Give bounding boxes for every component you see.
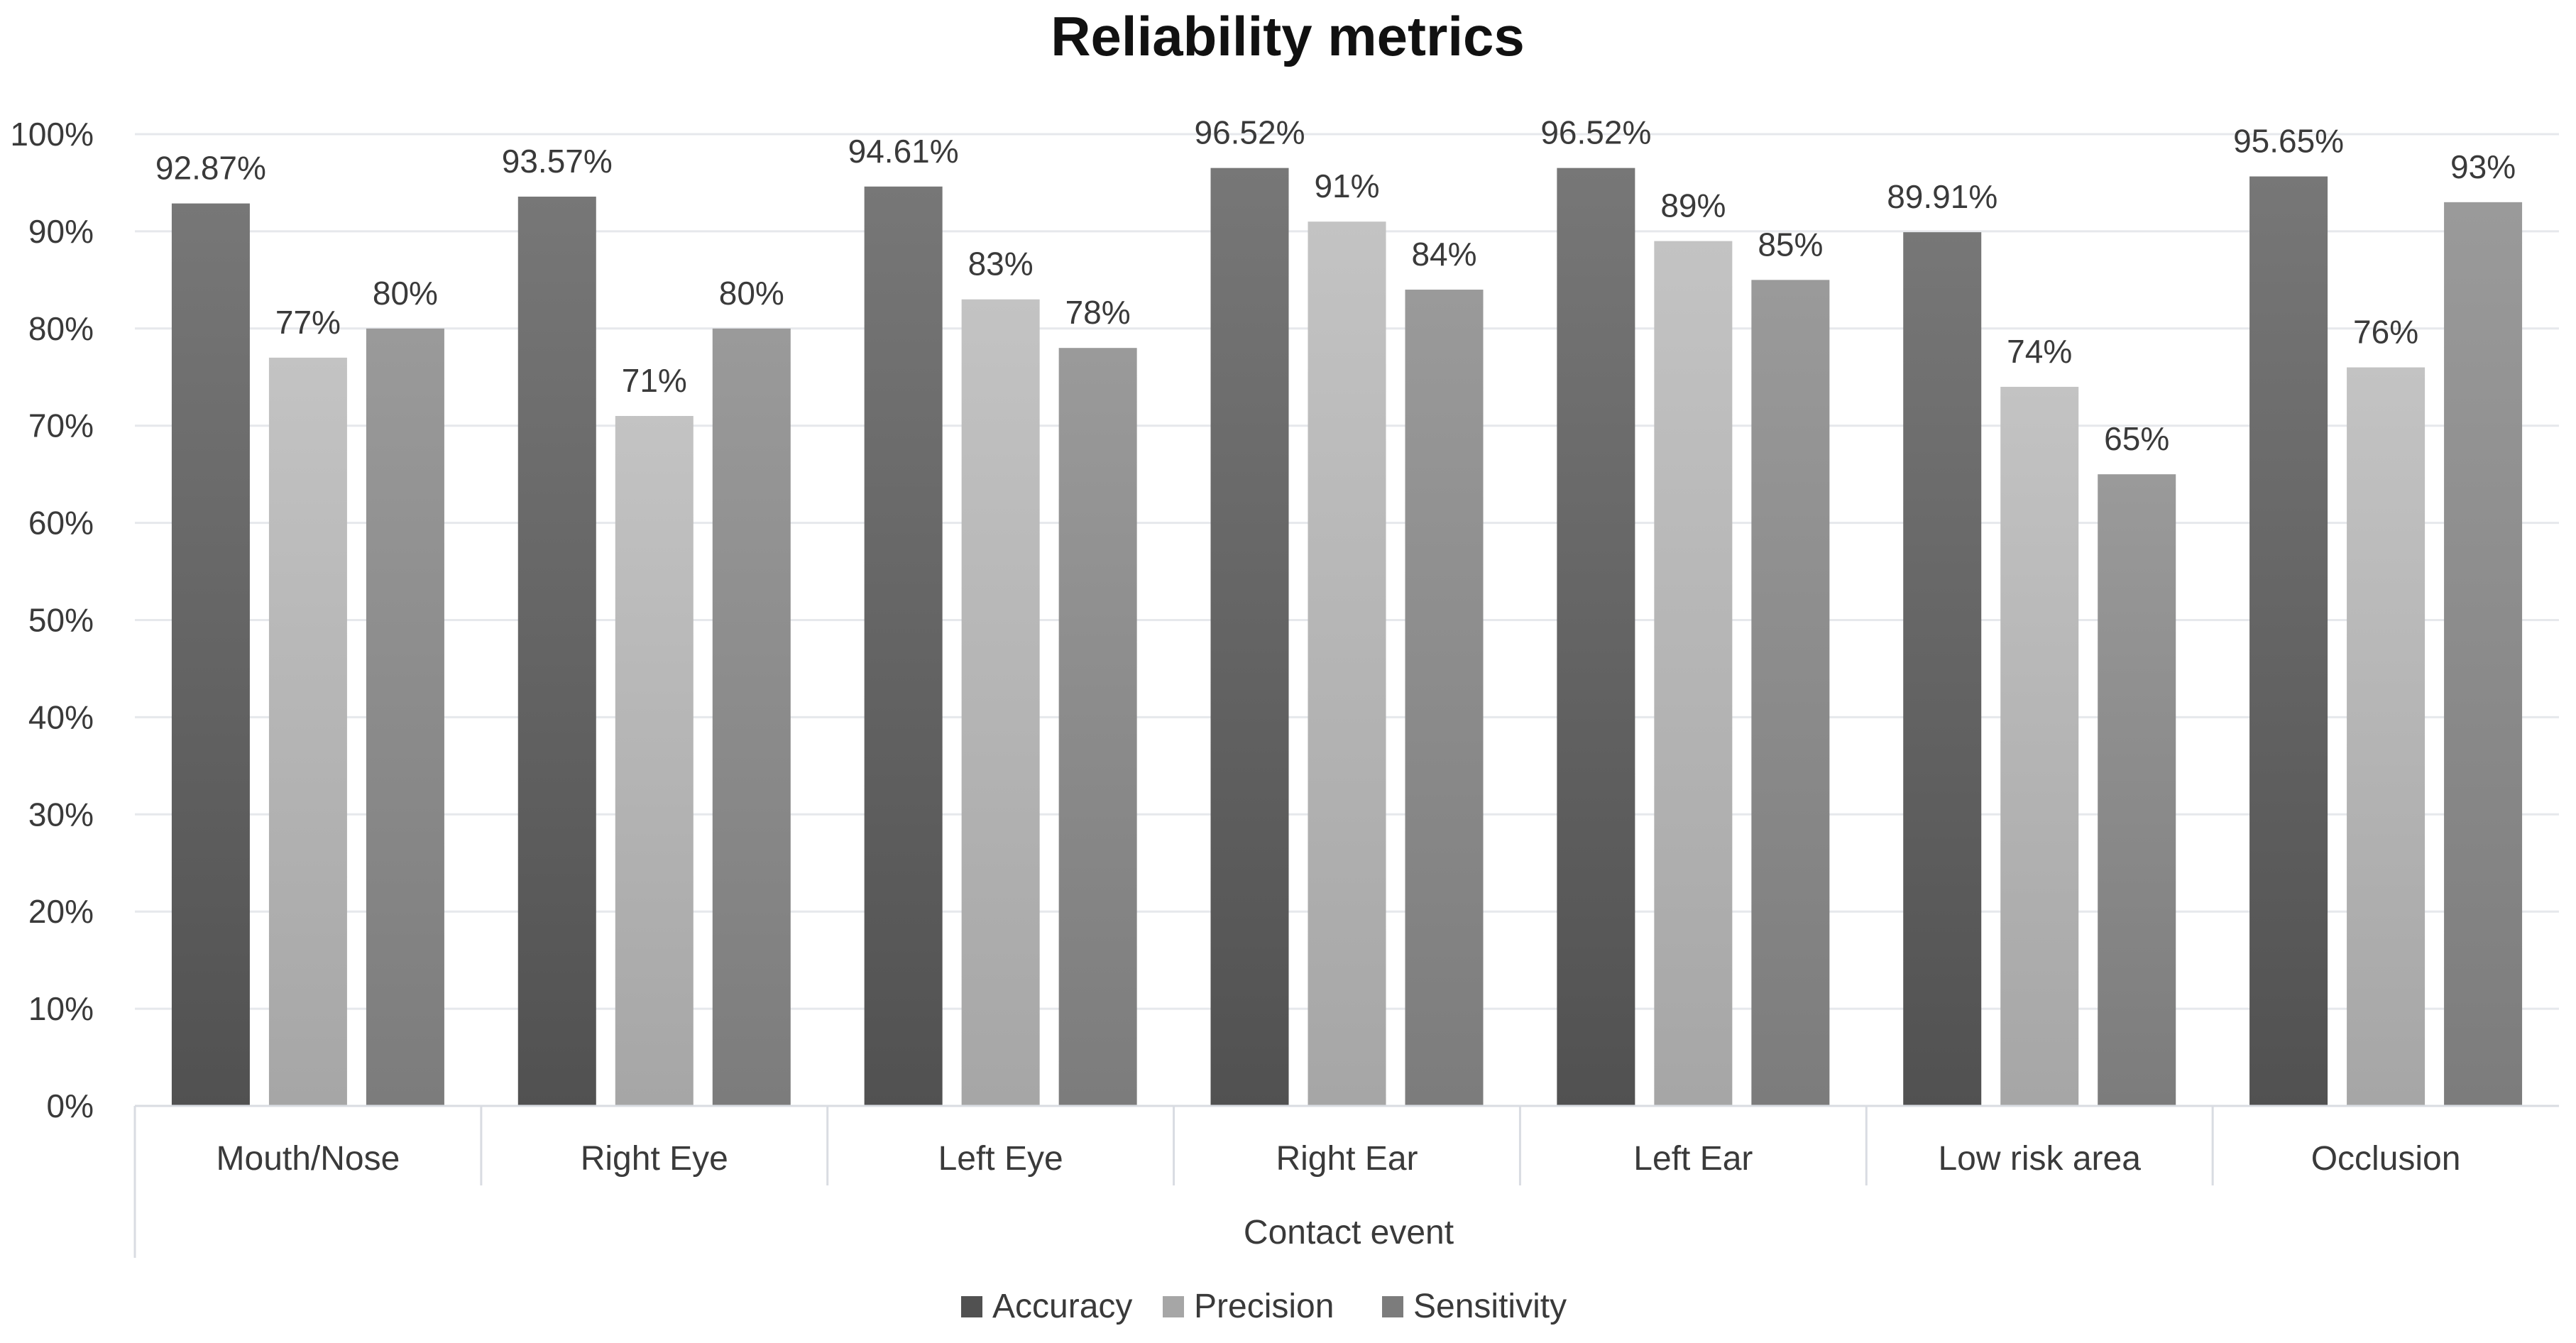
y-tick-label: 10% — [28, 990, 94, 1027]
legend-swatch-sensitivity — [1382, 1296, 1403, 1317]
x-axis-title: Contact event — [1244, 1214, 1454, 1251]
data-label: 91% — [1314, 168, 1379, 204]
y-tick-label: 60% — [28, 505, 94, 542]
bar-sensitivity — [1751, 280, 1830, 1107]
data-label: 71% — [622, 362, 687, 399]
data-label: 77% — [275, 304, 341, 341]
bar-accuracy — [1903, 232, 1982, 1107]
data-label: 89.91% — [1887, 178, 1997, 215]
data-label: 85% — [1758, 226, 1823, 263]
y-tick-label: 80% — [28, 310, 94, 347]
bar-sensitivity — [2444, 202, 2523, 1107]
bar-precision — [2000, 386, 2079, 1106]
bar-accuracy — [517, 197, 596, 1106]
bar-precision — [1654, 241, 1733, 1107]
chart-title: Reliability metrics — [1051, 5, 1525, 67]
category-label: Left Eye — [938, 1140, 1063, 1178]
category-label: Right Eye — [581, 1140, 728, 1178]
data-label: 84% — [1411, 236, 1476, 273]
bar-precision — [268, 357, 347, 1106]
bar-precision — [615, 416, 694, 1106]
data-label: 80% — [719, 275, 784, 312]
bar-sensitivity — [1405, 290, 1484, 1106]
category-label: Occlusion — [2311, 1140, 2461, 1178]
y-tick-label: 0% — [47, 1087, 94, 1124]
y-tick-label: 50% — [28, 602, 94, 639]
category-label: Right Ear — [1276, 1140, 1418, 1178]
bar-sensitivity — [712, 328, 791, 1106]
legend-label: Accuracy — [992, 1288, 1132, 1325]
legend: Accuracy Precision Sensitivity — [961, 1288, 1567, 1325]
bar-accuracy — [171, 203, 250, 1106]
y-tick-label: 20% — [28, 893, 94, 930]
data-label: 93.57% — [502, 143, 613, 180]
bar-sensitivity — [2098, 474, 2176, 1106]
bar-sensitivity — [1058, 348, 1137, 1107]
bar-precision — [1308, 221, 1386, 1107]
data-label: 83% — [968, 246, 1034, 283]
data-label: 65% — [2104, 420, 2169, 457]
data-label: 89% — [1660, 187, 1726, 224]
bar-accuracy — [864, 186, 943, 1107]
y-tick-label: 90% — [28, 213, 94, 250]
y-tick-label: 30% — [28, 796, 94, 833]
data-label: 96.52% — [1540, 114, 1651, 151]
x-axis: Mouth/Nose Right Eye Left Eye Right Ear Left… — [133, 1104, 2559, 1258]
data-label: 78% — [1065, 294, 1131, 331]
y-tick-label: 70% — [28, 407, 94, 444]
bar-precision — [2347, 367, 2426, 1106]
y-axis-ticks: 0% 10% 20% 30% 40% 50% 60% 70% 80% 90% 100% — [10, 116, 94, 1124]
bars — [171, 168, 2523, 1107]
data-label: 94.61% — [848, 133, 959, 170]
bar-sensitivity — [366, 328, 444, 1106]
bar-accuracy — [2249, 176, 2328, 1106]
data-label: 76% — [2353, 314, 2418, 351]
data-label: 95.65% — [2233, 123, 2344, 160]
data-label: 74% — [2007, 333, 2072, 370]
data-label: 96.52% — [1194, 114, 1305, 151]
y-tick-label: 100% — [10, 116, 94, 153]
legend-swatch-accuracy — [961, 1296, 982, 1317]
legend-label: Precision — [1194, 1288, 1334, 1325]
bar-accuracy — [1210, 168, 1289, 1106]
data-label: 80% — [373, 275, 438, 312]
category-label: Low risk area — [1938, 1140, 2141, 1178]
category-label: Left Ear — [1633, 1140, 1753, 1178]
bar-precision — [961, 299, 1040, 1107]
legend-swatch-precision — [1163, 1296, 1184, 1317]
data-labels: 92.87% 77% 80% 93.57% 71% 80% 94.61% 83% 78% 96.5… — [155, 114, 2516, 458]
data-label: 93% — [2450, 148, 2516, 185]
y-tick-label: 40% — [28, 698, 94, 735]
category-label: Mouth/Nose — [217, 1140, 400, 1178]
legend-label: Sensitivity — [1413, 1288, 1567, 1325]
bar-accuracy — [1557, 168, 1635, 1106]
data-label: 92.87% — [155, 150, 266, 187]
